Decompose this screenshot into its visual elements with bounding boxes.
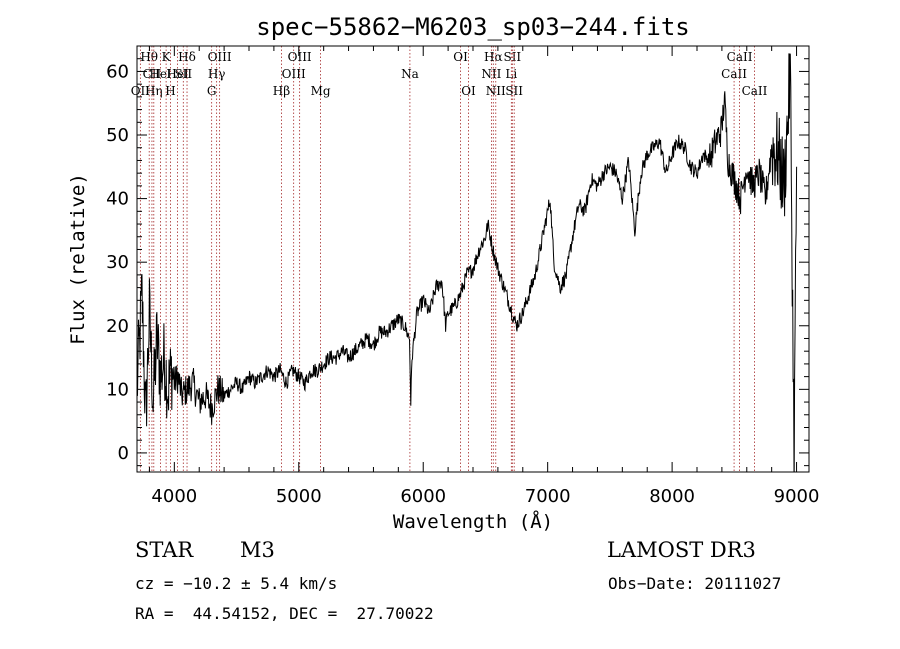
survey-label: LAMOST DR3 xyxy=(607,538,756,562)
line-marker-label: OI xyxy=(453,50,468,64)
line-marker-label: OII xyxy=(131,84,151,98)
axis-ticks: 4000 5000 6000 7000 8000 9000 0 10 20 30 40 50 60 xyxy=(106,45,820,507)
y-tick-label: 60 xyxy=(106,61,129,82)
line-marker-label: CaII xyxy=(721,67,747,81)
line-marker-label: NII xyxy=(481,67,501,81)
x-tick-label: 7000 xyxy=(525,486,571,507)
object-subclass: M3 xyxy=(240,538,275,562)
line-marker-label: CaII xyxy=(742,84,768,98)
x-tick-label: 5000 xyxy=(276,486,322,507)
x-tick-label: 6000 xyxy=(400,486,446,507)
line-marker-label: SII xyxy=(503,50,521,64)
line-marker-label: SII xyxy=(505,84,523,98)
line-marker-label: CII xyxy=(143,67,162,81)
obs-date-text: Obs−Date: 20111027 xyxy=(608,574,782,593)
line-marker-label: G xyxy=(207,84,217,98)
line-marker-label: Li xyxy=(505,67,517,81)
spectrum-line xyxy=(137,53,798,472)
line-marker-label: OI xyxy=(461,84,476,98)
y-tick-label: 50 xyxy=(106,125,129,146)
line-marker-label: Hα xyxy=(484,50,503,64)
spectrum-series xyxy=(137,53,798,472)
line-marker-label: Hδ xyxy=(178,50,196,64)
y-tick-label: 10 xyxy=(106,379,129,400)
line-marker-label: NII xyxy=(486,84,506,98)
y-tick-label: 30 xyxy=(106,252,129,273)
chart-title: spec−55862−M6203_sp03−244.fits xyxy=(256,13,689,41)
line-marker-label: SII xyxy=(174,67,192,81)
plot-frame xyxy=(136,45,810,473)
line-marker-label: Hθ xyxy=(140,50,158,64)
y-tick-label: 20 xyxy=(106,316,129,337)
line-marker-label: OIII xyxy=(208,50,232,64)
line-marker-label: Hβ xyxy=(273,84,290,98)
y-axis-label: Flux (relative) xyxy=(67,173,89,345)
x-axis-label: Wavelength (Å) xyxy=(393,510,553,533)
line-marker-label: Hη xyxy=(145,84,163,98)
line-marker-label: OIII xyxy=(288,50,312,64)
object-class: STAR xyxy=(135,538,194,562)
line-markers: OIIHθCIIHηHeIKHHeISIIHδGHγOIIIHβOIIIOIII… xyxy=(131,46,768,472)
line-marker-label: Mg xyxy=(311,84,331,98)
coordinates-text: RA = 44.54152, DEC = 27.70022 xyxy=(135,604,434,623)
y-tick-label: 40 xyxy=(106,189,129,210)
line-marker-label: K xyxy=(162,50,172,64)
line-marker-label: Hγ xyxy=(208,67,226,81)
redshift-text: cz = −10.2 ± 5.4 km/s xyxy=(135,574,338,593)
x-tick-label: 8000 xyxy=(649,486,695,507)
line-marker-label: H xyxy=(165,84,175,98)
line-marker-label: OIII xyxy=(282,67,306,81)
x-tick-label: 4000 xyxy=(151,486,197,507)
line-marker-label: CaII xyxy=(727,50,753,64)
y-tick-label: 0 xyxy=(118,443,129,464)
x-tick-label: 9000 xyxy=(774,486,820,507)
line-marker-label: Na xyxy=(401,67,419,81)
